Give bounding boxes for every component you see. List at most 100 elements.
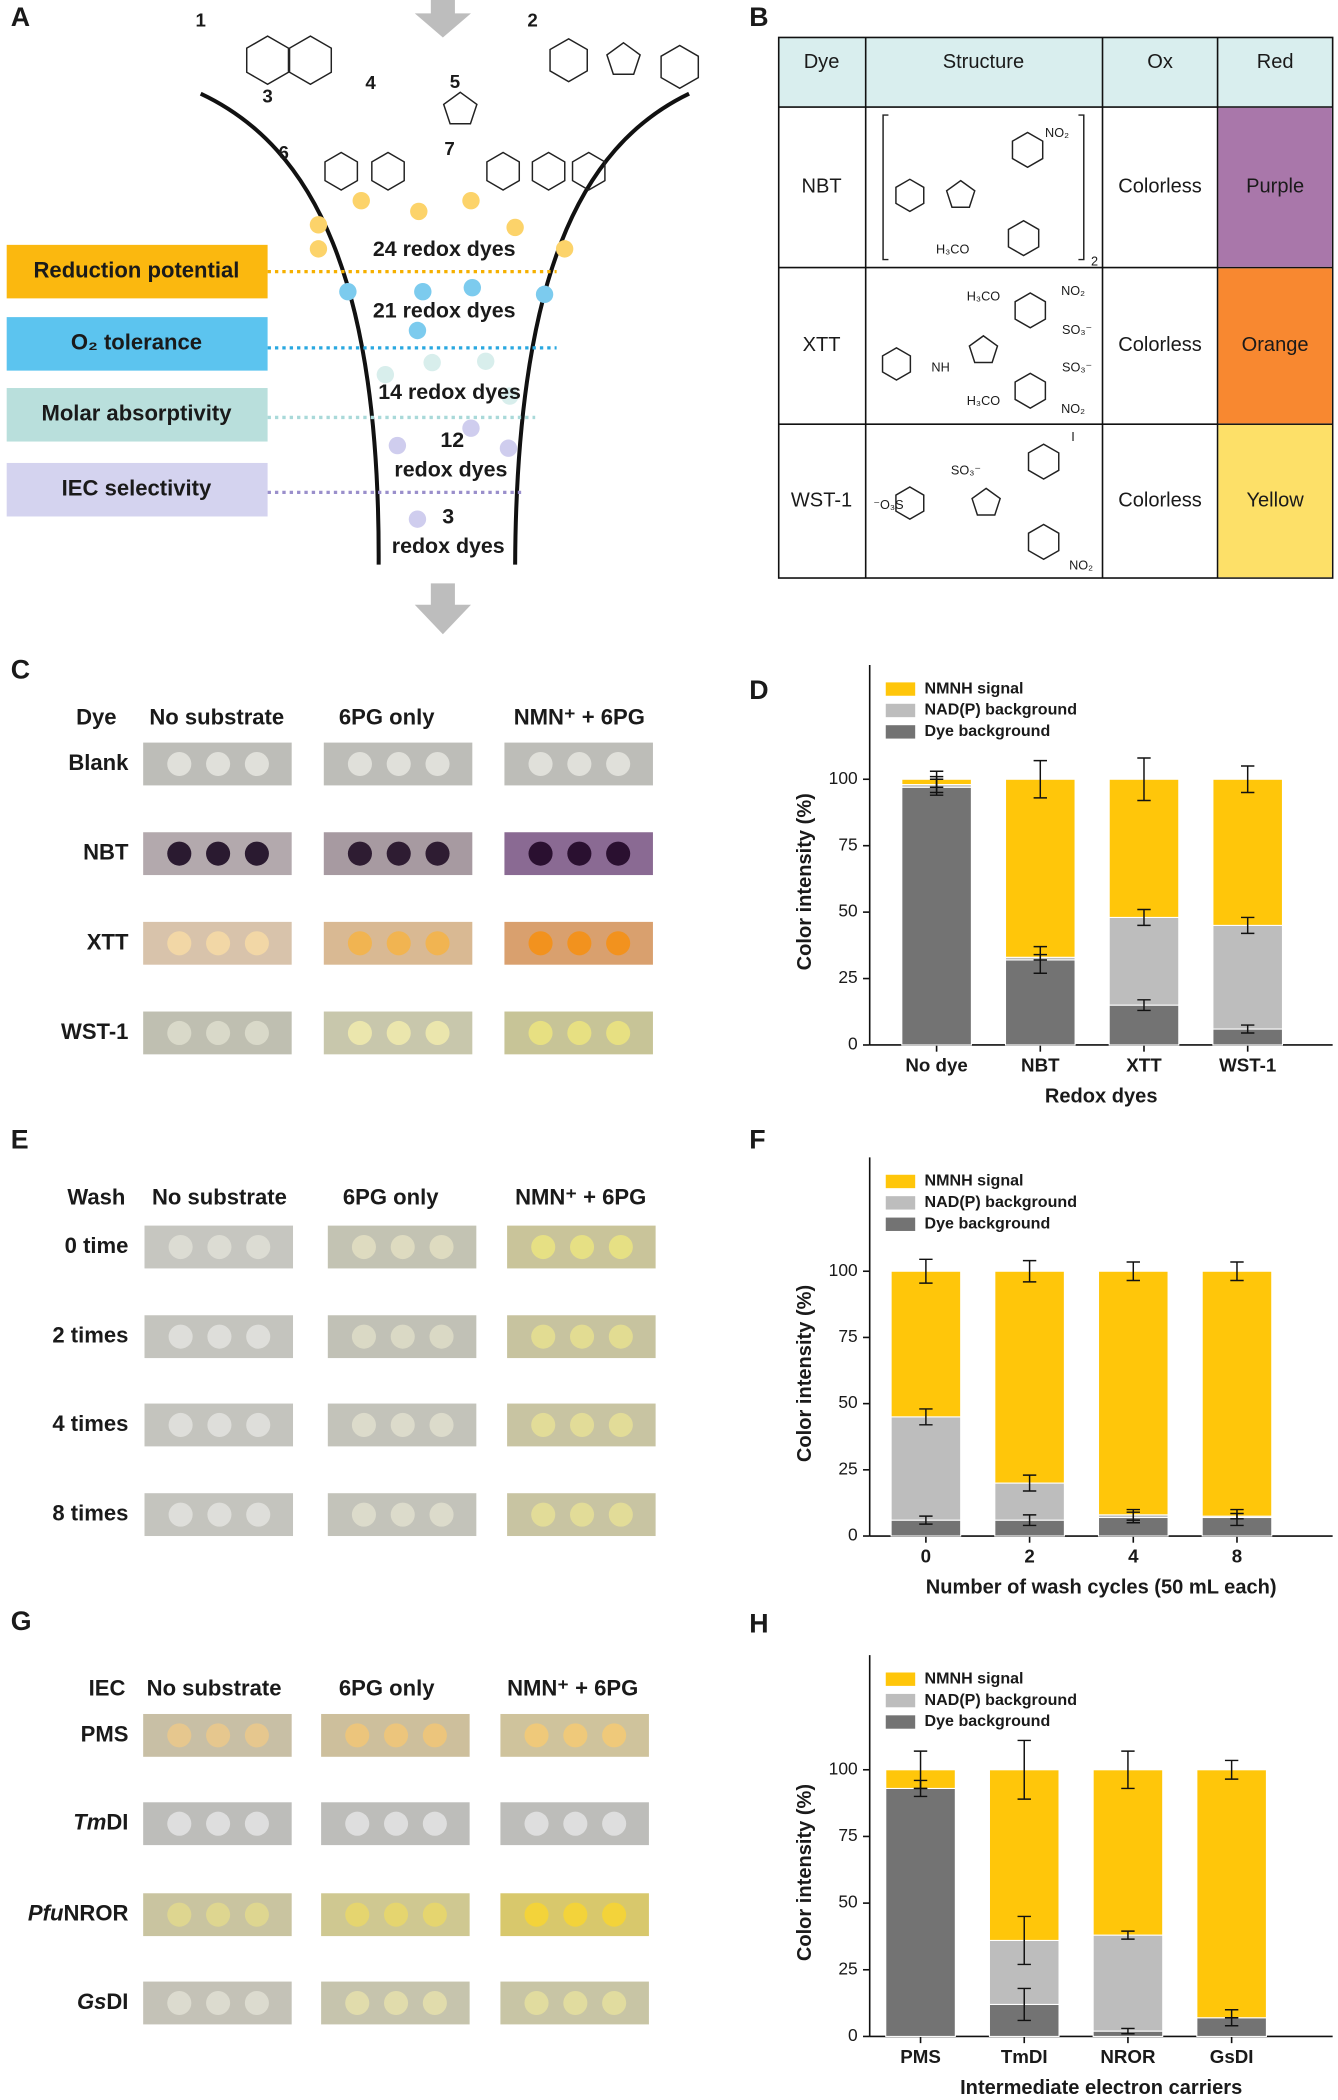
x-tick-label: NROR <box>1100 2046 1156 2067</box>
x-axis-title: Intermediate electron carriers <box>960 2077 1242 2099</box>
photo-spot <box>168 1234 193 1260</box>
legend-label: NMNH signal <box>925 679 1024 697</box>
ring <box>1027 523 1060 561</box>
row-label: 2 times <box>52 1322 128 1347</box>
error-bar <box>1033 953 1047 961</box>
bar-segment <box>890 1270 962 1418</box>
photo-spot <box>606 751 631 777</box>
criterion-label: Molar absorptivity <box>41 401 232 426</box>
photo-spot <box>386 931 411 956</box>
criterion-box <box>6 317 268 371</box>
color-swatch <box>1218 107 1332 267</box>
photo-spot <box>524 1990 549 2016</box>
bar-segment <box>1108 778 1180 918</box>
ring <box>1027 443 1060 480</box>
row-label-part: 8 times <box>52 1500 128 1525</box>
structure-label: H₃CO <box>967 393 1001 408</box>
photo-spot <box>167 1020 192 1045</box>
error-bar <box>1240 765 1255 794</box>
error-bar <box>1126 1261 1140 1282</box>
y-tick-label: 0 <box>848 1034 858 1054</box>
legend-label: NMNH signal <box>925 1669 1024 1687</box>
panel-label: A <box>11 2 30 32</box>
molecule-number: 4 <box>365 72 376 93</box>
photo-spot <box>244 751 269 777</box>
photo-spot <box>206 1811 231 1836</box>
y-tick-label: 100 <box>829 1758 858 1778</box>
x-tick-label: No dye <box>905 1054 967 1075</box>
photo-spot <box>351 1502 376 1527</box>
panel-label: C <box>11 655 30 685</box>
ox-color: Colorless <box>1118 489 1202 511</box>
y-tick-label: 50 <box>838 1392 857 1412</box>
error-bar <box>1230 1512 1244 1520</box>
photo-spot <box>244 1902 269 1927</box>
column-header: NMN⁺ + 6PG <box>514 704 645 729</box>
row-label: 4 times <box>52 1411 128 1436</box>
molecule-number: 7 <box>444 138 454 159</box>
dye-dot <box>555 240 574 258</box>
photo-spot <box>384 1990 409 2016</box>
y-tick-label: 0 <box>848 1525 858 1545</box>
row-label-part: Tm <box>73 1810 106 1835</box>
structure-label: ⁻O₃S <box>873 497 903 512</box>
photo-spot <box>207 1324 232 1349</box>
error-bar <box>1137 757 1151 802</box>
photo-spot <box>384 1902 409 1927</box>
error-bar <box>1121 2027 1135 2035</box>
stage-label: 14 redox dyes <box>378 380 521 404</box>
photo-spot <box>567 1020 592 1045</box>
error-bar <box>919 1408 933 1426</box>
bar-segment <box>1201 1270 1273 1517</box>
legend-swatch <box>885 703 916 718</box>
legend-label: NAD(P) background <box>925 1691 1077 1709</box>
ring <box>1014 372 1047 409</box>
error-bar <box>919 1515 933 1525</box>
molecule-ring <box>549 37 588 83</box>
structure-label: NO₂ <box>1069 557 1093 572</box>
photo-spot <box>563 1723 588 1748</box>
photo-spot <box>606 841 631 866</box>
photo-spot <box>569 1502 595 1527</box>
bar-segment <box>1212 924 1284 1030</box>
photo-spot <box>563 1902 588 1927</box>
dye-dot <box>408 510 427 528</box>
ring <box>606 41 641 75</box>
photo-spot <box>345 1723 370 1748</box>
molecule-number: 3 <box>262 86 272 107</box>
legend-label: Dye background <box>925 1215 1051 1233</box>
dye-dot <box>309 216 328 234</box>
photo-spot <box>563 1811 588 1836</box>
red-color: Purple <box>1246 176 1304 198</box>
photo-spot <box>608 1234 633 1260</box>
photo-spot <box>390 1324 415 1349</box>
bar-segment <box>1092 1769 1164 1936</box>
photo-spot <box>524 1811 549 1836</box>
y-tick-label: 0 <box>848 2025 858 2045</box>
table-header <box>778 37 1333 108</box>
error-bar <box>929 770 944 788</box>
legend-swatch <box>885 1715 916 1729</box>
y-tick-label: 25 <box>838 1458 857 1478</box>
criterion-label: Reduction potential <box>34 257 240 282</box>
row-label-part: Blank <box>68 750 129 775</box>
photo-spot <box>244 1811 269 1836</box>
row-label-part: PMS <box>81 1721 129 1746</box>
error-bar <box>913 1750 928 1790</box>
structure-label: SO₃⁻ <box>1062 359 1092 374</box>
photo-spot <box>567 751 592 777</box>
criterion-label: IEC selectivity <box>62 476 212 501</box>
row-label-part: NBT <box>83 839 129 864</box>
row-label-part: 0 time <box>65 1233 129 1258</box>
dye-dot <box>376 365 395 384</box>
column-corner: Wash <box>67 1185 125 1210</box>
photo-spot <box>567 931 592 956</box>
row-label: GsDI <box>77 1989 129 2014</box>
photo-spot <box>246 1502 271 1527</box>
photo-spot <box>602 1723 627 1748</box>
dye-dot <box>423 353 441 372</box>
x-tick-label: TmDI <box>1001 2046 1048 2067</box>
stage-label: 24 redox dyes <box>373 237 516 261</box>
photo-spot <box>425 841 450 866</box>
y-tick-label: 75 <box>838 1825 857 1845</box>
